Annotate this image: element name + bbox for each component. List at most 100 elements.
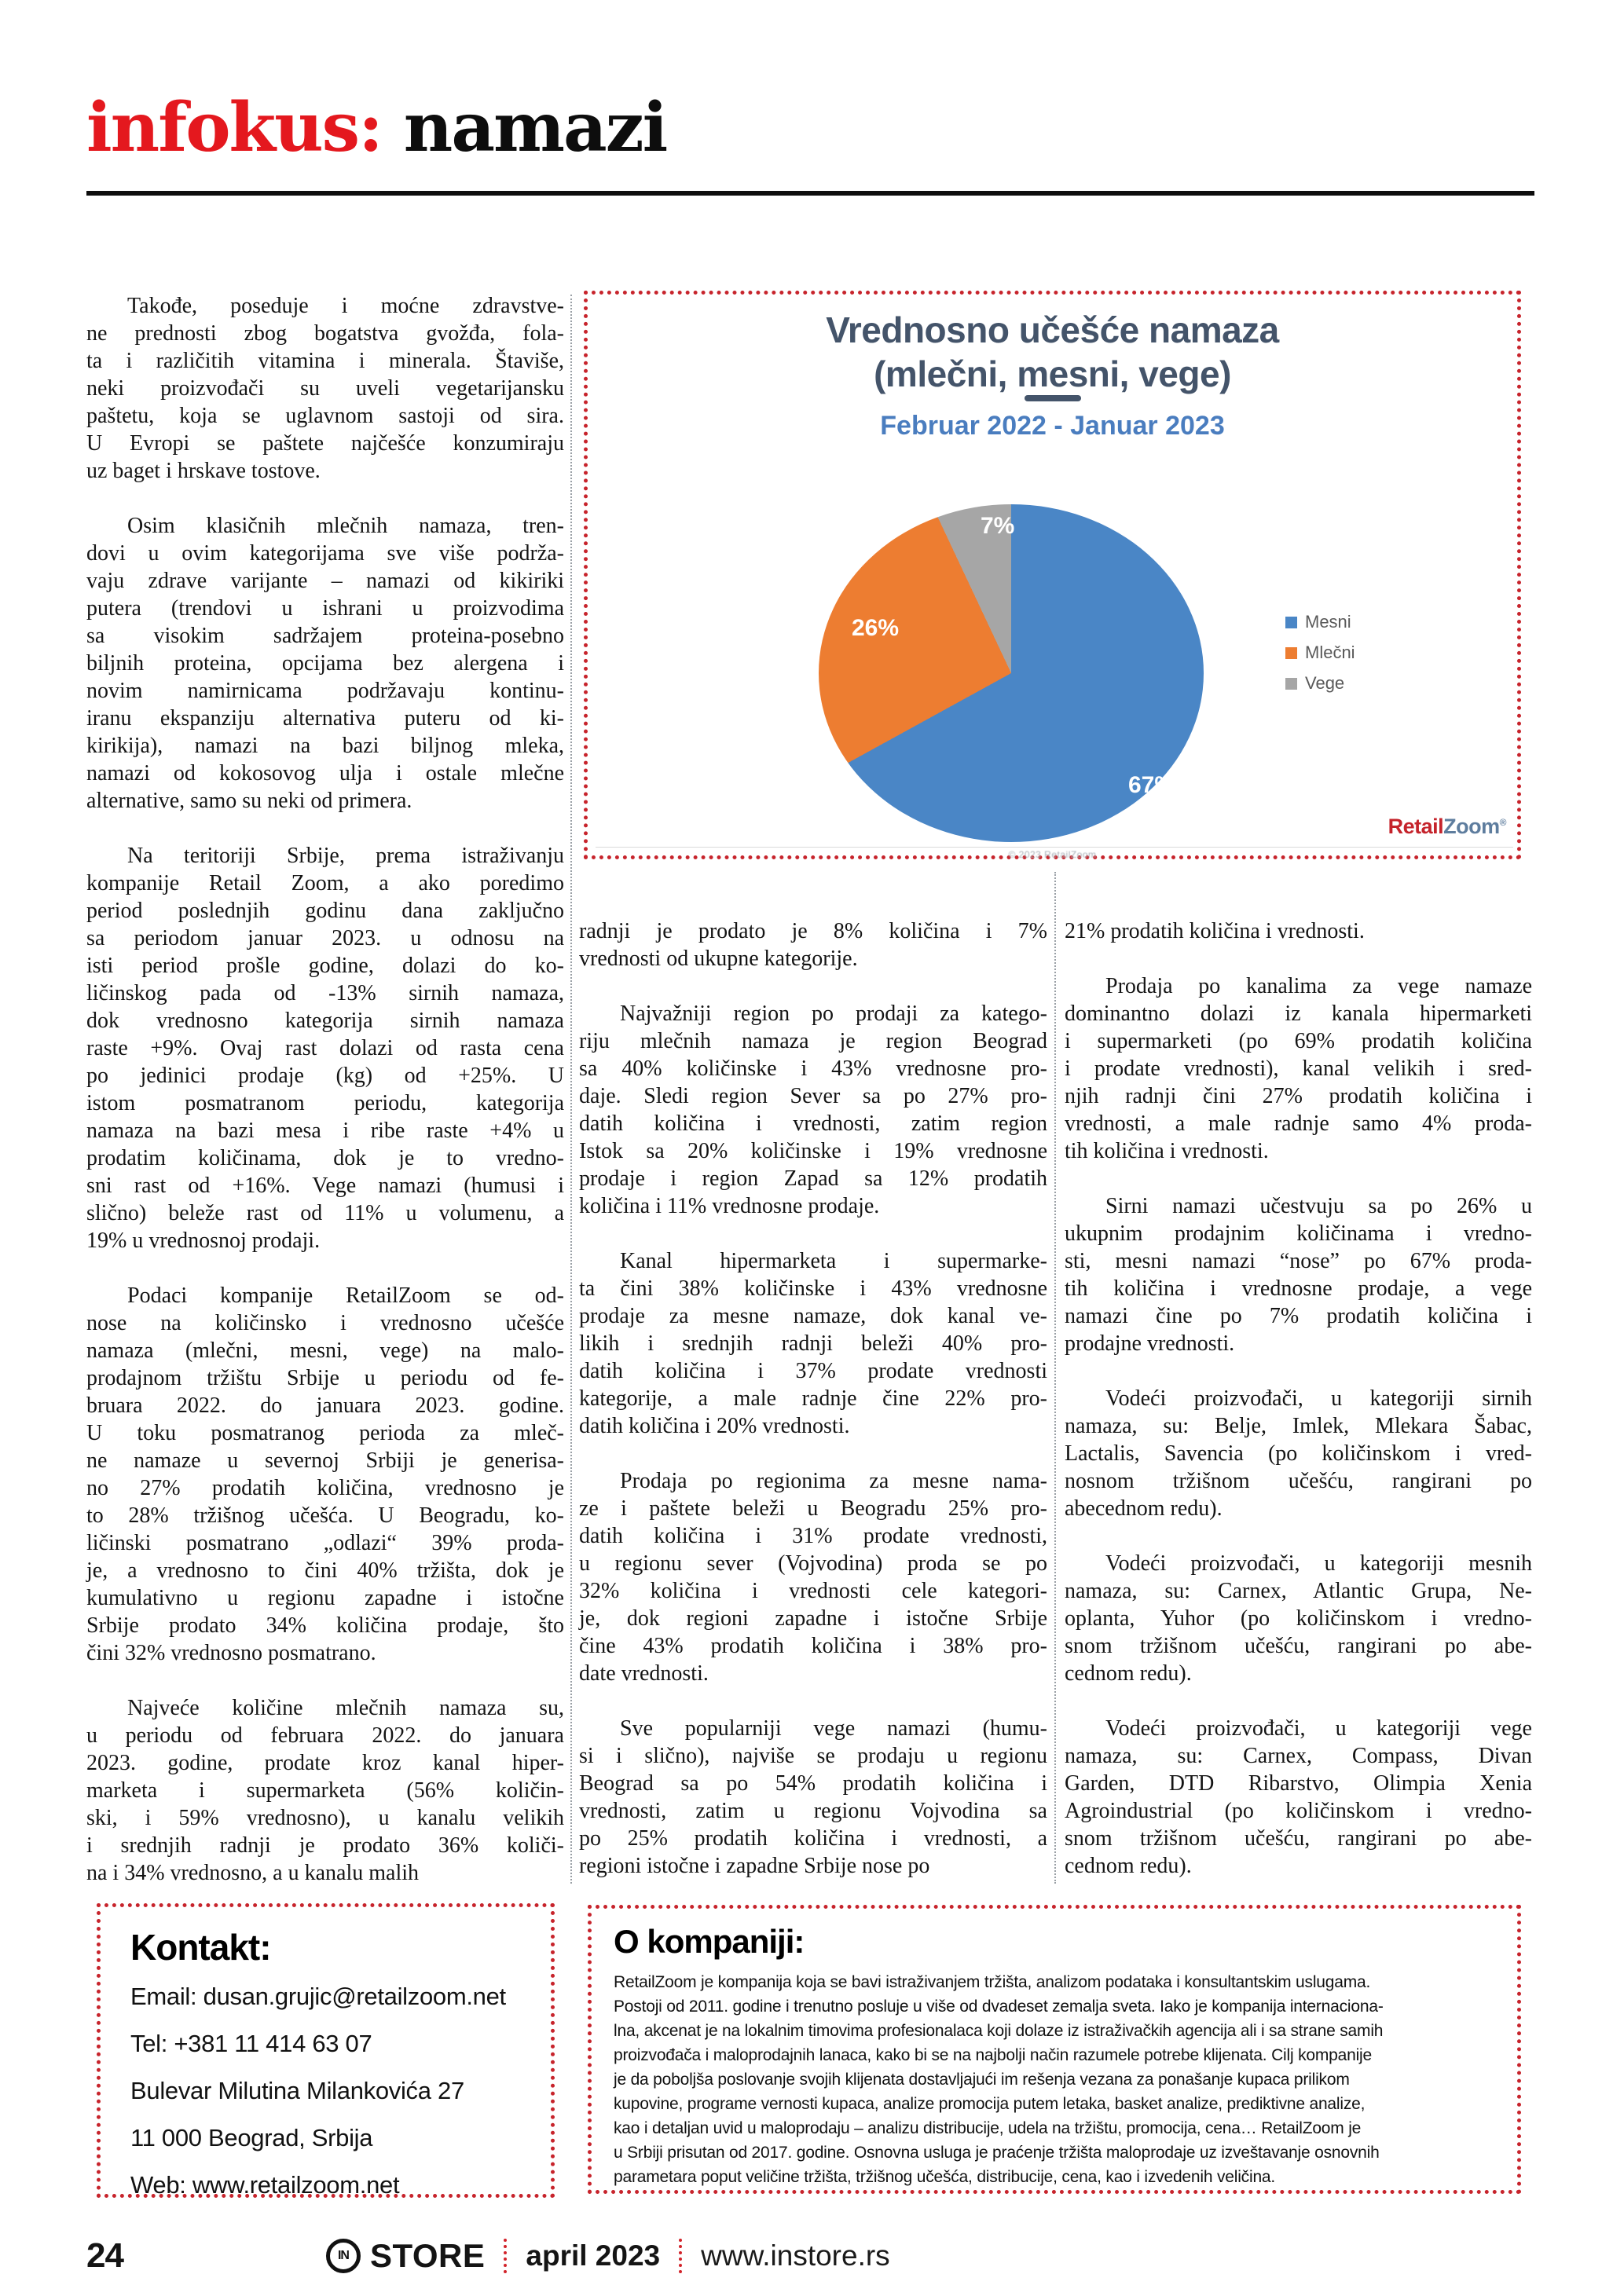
text-line: Takođe, poseduje i moćne zdravstve-	[127, 294, 564, 318]
text-line: u Srbiji prisutan od 2017. godine. Osnov…	[614, 2144, 1380, 2162]
text-line: je, dok regioni zapadne i istočne Srbije	[579, 1606, 1047, 1631]
text-line: istom posmatranom periodu, kategorija	[86, 1091, 564, 1115]
text-line: prodatim količinama, dok je to vredno-	[86, 1146, 564, 1170]
text-line: Postoji od 2011. godine i trenutno poslu…	[614, 1998, 1384, 2016]
text-line: namaza, su: Belje, Imlek, Mlekara Šabac,	[1065, 1414, 1532, 1438]
paragraph: Na teritoriji Srbije, prema istraživanju…	[86, 842, 564, 1254]
text-line: Garden, DTD Ribarstvo, Olimpia Xenia	[1065, 1771, 1532, 1796]
text-column-2: radnji je prodato je 8% količina i 7% vre…	[579, 917, 1047, 1880]
title-dash	[1024, 395, 1081, 401]
text-line: U toku posmatranog perioda za mleč-	[86, 1421, 564, 1445]
text-line: Istok sa 20% količinske i 19% vrednosne	[579, 1139, 1047, 1163]
text-line: je, a vrednosno to čini 40% tržišta, dok…	[86, 1558, 564, 1583]
chart-period: Februar 2022 - Januar 2023	[880, 411, 1225, 441]
column-divider-1	[570, 295, 572, 1884]
paragraph: Vodeći proizvođači, u kategoriji mesnih n…	[1065, 1550, 1532, 1687]
text-line: nose na količinsko i vrednosno učešće	[86, 1311, 564, 1335]
text-line: Beograd sa po 54% prodatih količina i	[579, 1771, 1047, 1796]
text-line: ličinskog pada od -13% sirnih namaza,	[86, 981, 564, 1005]
text-line: ski, i 59% vrednosno), u kanalu velikih	[86, 1806, 564, 1830]
text-line: kumulativno u regionu zapadne i istočne	[86, 1586, 564, 1610]
text-line: lna, akcenat je na lokalnim timovima pro…	[614, 2022, 1384, 2040]
about-heading: O kompaniji:	[614, 1923, 805, 1960]
slice-label-mesni: 67%	[1128, 772, 1176, 798]
text-line: iranu ekspanziju alternativa puteru od k…	[86, 706, 564, 731]
text-line: Najvažniji region po prodaji za katego-	[620, 1002, 1047, 1026]
legend-label: Mlečni	[1305, 643, 1355, 662]
text-line: po 25% prodatih količina i vrednosti, a	[579, 1826, 1047, 1851]
text-line: sa periodom januar 2023. u odnosu na	[86, 926, 564, 950]
text-line: njih radnji čini 27% prodatih količina i	[1065, 1084, 1532, 1108]
text-line: novim namirnicama podržavaju kontinu-	[86, 679, 564, 703]
text-line: no 27% prodatih količina, vrednosno je	[86, 1476, 564, 1500]
text-line: ukupnim prodajnim količinama i vredno-	[1065, 1221, 1532, 1246]
section-label: infokus:	[86, 88, 383, 167]
paragraph: Podaci kompanije RetailZoom se od-nose n…	[86, 1282, 564, 1667]
page-number: 24	[86, 2236, 124, 2275]
header-rule	[86, 191, 1534, 196]
text-line: dovi u ovim kategorijama sve više podrža…	[86, 541, 564, 566]
paragraph: Najvažniji region po prodaji za katego-r…	[579, 1000, 1047, 1220]
text-line: sa 40% količinske i 43% vrednosne pro-	[579, 1056, 1047, 1081]
chart-title: Vrednosno učešće namaza	[826, 309, 1279, 350]
about-panel: O kompaniji: RetailZoom je kompanija koj…	[588, 1905, 1521, 2194]
text-line: po jedinici prodaje (kg) od +25%. U	[86, 1064, 564, 1088]
text-line: cednom redu).	[1065, 1854, 1192, 1878]
text-line: marketa i supermarketa (56% količin-	[86, 1778, 564, 1803]
text-line: čine 43% prodatih količina i 38% pro-	[579, 1634, 1047, 1658]
page-footer: 24 IN STORE april 2023 www.instore.rs	[86, 2236, 890, 2276]
text-line: vrednosti, zatim u regionu Vojvodina sa	[579, 1799, 1047, 1823]
text-line: Lactalis, Savencia (po količinskom i vre…	[1065, 1441, 1532, 1466]
chart-hairline	[596, 847, 1513, 848]
text-line: namazi čine po 7% prodatih količina i	[1065, 1304, 1532, 1328]
paragraph: Prodaja po kanalima za vege namaze domina…	[1065, 972, 1532, 1165]
text-line: si i slično), najviše se prodaju u regio…	[579, 1744, 1047, 1768]
text-line: proizvođača i maloprodajnih lanaca, kako…	[614, 2046, 1372, 2064]
text-line: vrednosti od ukupne kategorije.	[579, 947, 858, 971]
legend-swatch-icon	[1285, 646, 1297, 659]
text-line: u periodu od februara 2022. do januara	[86, 1723, 564, 1748]
text-line: oplanta, Yuhor (po količinskom i vredno-	[1065, 1606, 1532, 1631]
text-line: to 28% tržišnog učešća. U Beogradu, ko-	[86, 1503, 564, 1528]
text-line: kategorije, a male radnje čine 22% pro-	[579, 1386, 1047, 1411]
legend-swatch-icon	[1285, 677, 1297, 690]
text-line: čini 32% vrednosno posmatrano.	[86, 1641, 376, 1665]
legend-label: Mesni	[1305, 612, 1351, 632]
text-line: tih količina i vrednosne prodaje, a vege	[1065, 1276, 1532, 1301]
text-line: 32% količina i vrednosti cele kategori-	[579, 1579, 1047, 1603]
text-line: ta i različitih vitamina i minerala. Šta…	[86, 349, 564, 373]
legend-swatch-icon	[1285, 616, 1297, 628]
text-line: vrednosti, a male radnje samo 4% proda-	[1065, 1111, 1532, 1136]
paragraph: Najveće količine mlečnih namaza su, u per…	[86, 1694, 564, 1887]
text-line: cednom redu).	[1065, 1661, 1192, 1686]
text-line: Na teritoriji Srbije, prema istraživanju	[127, 844, 564, 868]
text-line: radnji je prodato je 8% količina i 7%	[579, 919, 1047, 943]
text-line: ze i paštete beleži u Beogradu 25% pro-	[579, 1496, 1047, 1521]
text-line: ne prednosti zbog bogatstva gvožđa, fola…	[86, 321, 564, 346]
text-line: Vodeći proizvođači, u kategoriji mesnih	[1105, 1551, 1532, 1576]
chart-footnote: © 2023 RetailZoom	[1008, 849, 1097, 860]
text-column-1: Takođe, poseduje i moćne zdravstve-ne pr…	[86, 292, 564, 1887]
text-line: sa visokim sadržajem proteina-posebno	[86, 624, 564, 648]
text-line: Vodeći proizvođači, u kategoriji sirnih	[1105, 1386, 1532, 1411]
page-title: infokus: namazi	[86, 88, 668, 174]
text-line: likih i srednjih radnji beleži 40% pro-	[579, 1331, 1047, 1356]
paragraph: Prodaja po regionima za mesne nama-ze i …	[579, 1467, 1047, 1687]
text-line: parametara poput veličine tržišta, tržiš…	[614, 2168, 1276, 2186]
text-line: namaza na bazi mesa i ribe raste +4% u	[86, 1119, 564, 1143]
text-line: vaju zdrave varijante – namazi od kikiri…	[86, 569, 564, 593]
legend-item: Mlečni	[1285, 643, 1355, 663]
paragraph: Vodeći proizvođači, u kategoriji vege nam…	[1065, 1715, 1532, 1880]
retailzoom-logo: RetailZoom®	[1388, 815, 1507, 838]
text-line: datih količina i 31% prodate vrednosti,	[579, 1524, 1047, 1548]
text-line: tih količina i vrednosti.	[1065, 1139, 1269, 1163]
paragraph: Vodeći proizvođači, u kategoriji sirnih n…	[1065, 1385, 1532, 1522]
text-line: Prodaja po kanalima za vege namaze	[1105, 974, 1532, 998]
text-line: raste +9%. Ovaj rast dolazi od rasta cen…	[86, 1036, 564, 1060]
contact-panel: Kontakt: Email: dusan.grujic@retailzoom.…	[97, 1903, 555, 2199]
text-column-3: 21% prodatih količina i vrednosti. Prodaj…	[1065, 917, 1532, 1880]
text-line: Sve popularniji vege namazi (humu-	[620, 1716, 1047, 1741]
text-line: je da poboljša poslovanje svojih klijena…	[614, 2071, 1350, 2089]
paragraph: Kanal hipermarketa i supermarke-ta čini …	[579, 1247, 1047, 1440]
text-line: Najveće količine mlečnih namaza su,	[127, 1696, 564, 1720]
